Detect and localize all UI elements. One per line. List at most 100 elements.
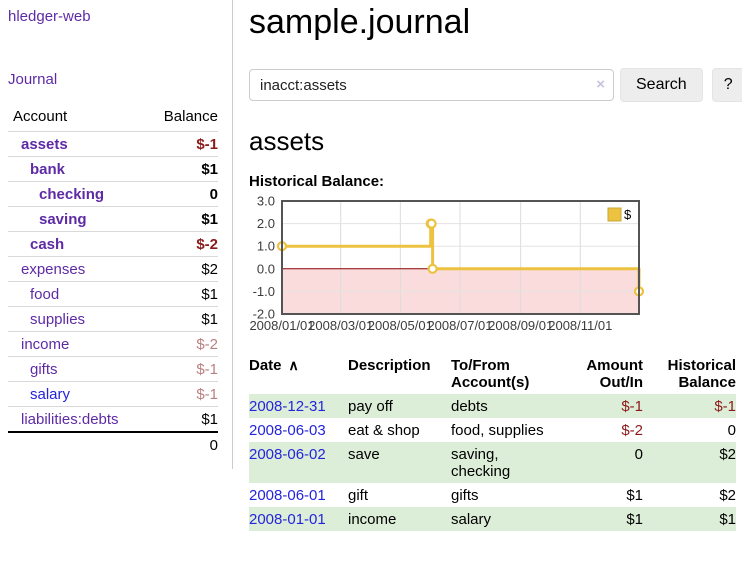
account-row: saving $1 <box>8 206 218 232</box>
account-balance: $-2 <box>148 231 218 257</box>
account-balance: $-1 <box>148 356 218 382</box>
account-row: bank $1 <box>8 156 218 182</box>
account-link-salary[interactable]: salary <box>30 386 71 403</box>
y-tick-label: 0.0 <box>257 261 275 276</box>
account-link-income[interactable]: income <box>21 336 70 353</box>
search-box: × <box>249 69 614 101</box>
sidebar-item-journal[interactable]: Journal <box>8 71 58 88</box>
transaction-description: pay off <box>348 398 393 415</box>
col-header-amount: Amount Out/In <box>586 357 643 391</box>
transaction-date-link[interactable]: 2008-06-02 <box>249 446 326 463</box>
accounts-total-value: 0 <box>8 431 218 457</box>
transaction-balance: 0 <box>727 422 736 439</box>
y-tick-label: -1.0 <box>253 284 275 299</box>
account-balance: $1 <box>148 206 218 232</box>
transaction-amount: $-2 <box>621 422 643 439</box>
transaction-date-link[interactable]: 2008-12-31 <box>249 398 326 415</box>
data-point <box>426 218 437 229</box>
transaction-amount: $1 <box>626 511 643 528</box>
transaction-date-cell: 2008-01-01 <box>249 507 348 531</box>
accounts-header-account: Account <box>13 108 68 125</box>
account-row: cash $-2 <box>8 231 218 257</box>
y-tick-label: 3.0 <box>257 195 275 209</box>
transaction-row: 2008-06-03 eat & shop food, supplies $-2 0 <box>249 418 736 442</box>
x-tick-label: 2008/05/01 <box>368 318 433 333</box>
x-tick-label: 2008/11/01 <box>548 318 612 333</box>
transaction-row: 2008-06-01 gift gifts $1 $2 <box>249 483 736 507</box>
col-header-description: Description <box>348 357 431 374</box>
account-link-expenses[interactable]: expenses <box>21 261 86 278</box>
search-input[interactable] <box>249 69 614 101</box>
account-row: assets $-1 <box>8 131 218 157</box>
transaction-date-link[interactable]: 2008-06-03 <box>249 422 326 439</box>
account-row: expenses $2 <box>8 256 218 282</box>
search-button[interactable]: Search <box>620 68 703 102</box>
transaction-balance: $1 <box>719 511 736 528</box>
y-tick-label: 2.0 <box>257 216 275 231</box>
col-header-date[interactable]: Date ∧ <box>249 357 299 374</box>
account-balance: $1 <box>148 306 218 332</box>
accounts-table: Account Balance assets $-1 bank $1 checking 0… <box>8 104 218 457</box>
transaction-balance: $2 <box>719 446 736 463</box>
plot-border <box>281 200 640 315</box>
account-row: food $1 <box>8 281 218 307</box>
transaction-accounts: debts <box>451 398 488 415</box>
transaction-date-link[interactable]: 2008-06-01 <box>249 487 326 504</box>
account-title: assets <box>249 126 325 156</box>
clear-search-icon[interactable]: × <box>596 76 605 93</box>
account-link-food[interactable]: food <box>30 286 60 303</box>
accounts-header-balance: Balance <box>163 108 218 125</box>
transaction-row: 2008-06-02 save saving, checking 0 $2 <box>249 442 736 483</box>
transaction-date-cell: 2008-06-02 <box>249 442 348 483</box>
y-tick-label: -2.0 <box>253 307 275 322</box>
x-tick-label: 2008/09/01 <box>488 318 553 333</box>
account-link-cash[interactable]: cash <box>30 236 65 253</box>
transaction-accounts: gifts <box>451 487 479 504</box>
transaction-amount: $-1 <box>621 398 643 415</box>
transaction-accounts: salary <box>451 511 492 528</box>
sort-ascending-icon: ∧ <box>288 357 299 373</box>
accounts-header-row: Account Balance <box>8 104 218 132</box>
data-point <box>427 263 438 274</box>
account-balance: $-1 <box>148 381 218 407</box>
account-link-assets[interactable]: assets <box>21 136 68 153</box>
transaction-date-cell: 2008-12-31 <box>249 394 348 418</box>
transaction-accounts: food, supplies <box>451 422 544 439</box>
transaction-balance: $2 <box>719 487 736 504</box>
transaction-row: 2008-01-01 income salary $1 $1 <box>249 507 736 531</box>
x-tick-label: 2008/07/01 <box>427 318 492 333</box>
search-form: × Search ? <box>249 68 742 102</box>
account-link-supplies[interactable]: supplies <box>30 311 86 328</box>
account-link-bank[interactable]: bank <box>30 161 66 178</box>
account-row: supplies $1 <box>8 306 218 332</box>
account-link-gifts[interactable]: gifts <box>30 361 58 378</box>
x-tick-label: 2008/01/01 <box>249 318 314 333</box>
legend-swatch <box>607 207 622 222</box>
transaction-description: save <box>348 446 380 463</box>
transaction-amount: $1 <box>626 487 643 504</box>
balance-chart: $3.0 2.0 1.0 0.0 -1.0 -2.0 2008/01/01 2008/03/0… <box>249 194 742 339</box>
account-balance: $1 <box>148 281 218 307</box>
account-balance: $1 <box>148 406 218 432</box>
transaction-accounts: saving, checking <box>451 446 511 480</box>
transaction-description: income <box>348 511 397 528</box>
help-button[interactable]: ? <box>711 68 742 102</box>
account-balance: 0 <box>148 181 218 207</box>
account-balance: $-1 <box>148 131 218 157</box>
legend-label: $ <box>624 207 632 222</box>
transaction-date-link[interactable]: 2008-01-01 <box>249 511 326 528</box>
brand-link[interactable]: hledger-web <box>8 8 91 25</box>
account-balance: $-2 <box>148 331 218 357</box>
account-link-liabilities-debts[interactable]: liabilities:debts <box>21 411 119 428</box>
account-link-checking[interactable]: checking <box>39 186 105 203</box>
main-content: sample.journal × Search ? assets Histori… <box>233 0 742 531</box>
hledger-web-app: hledger-web Journal Account Balance asse… <box>8 0 742 531</box>
col-header-balance: Historical Balance <box>667 357 736 391</box>
transaction-date-cell: 2008-06-03 <box>249 418 348 442</box>
account-row: salary $-1 <box>8 381 218 407</box>
account-balance: $2 <box>148 256 218 282</box>
account-row: income $-2 <box>8 331 218 357</box>
account-link-saving[interactable]: saving <box>39 211 87 228</box>
y-tick-label: 1.0 <box>257 239 275 254</box>
account-balance: $1 <box>148 156 218 182</box>
